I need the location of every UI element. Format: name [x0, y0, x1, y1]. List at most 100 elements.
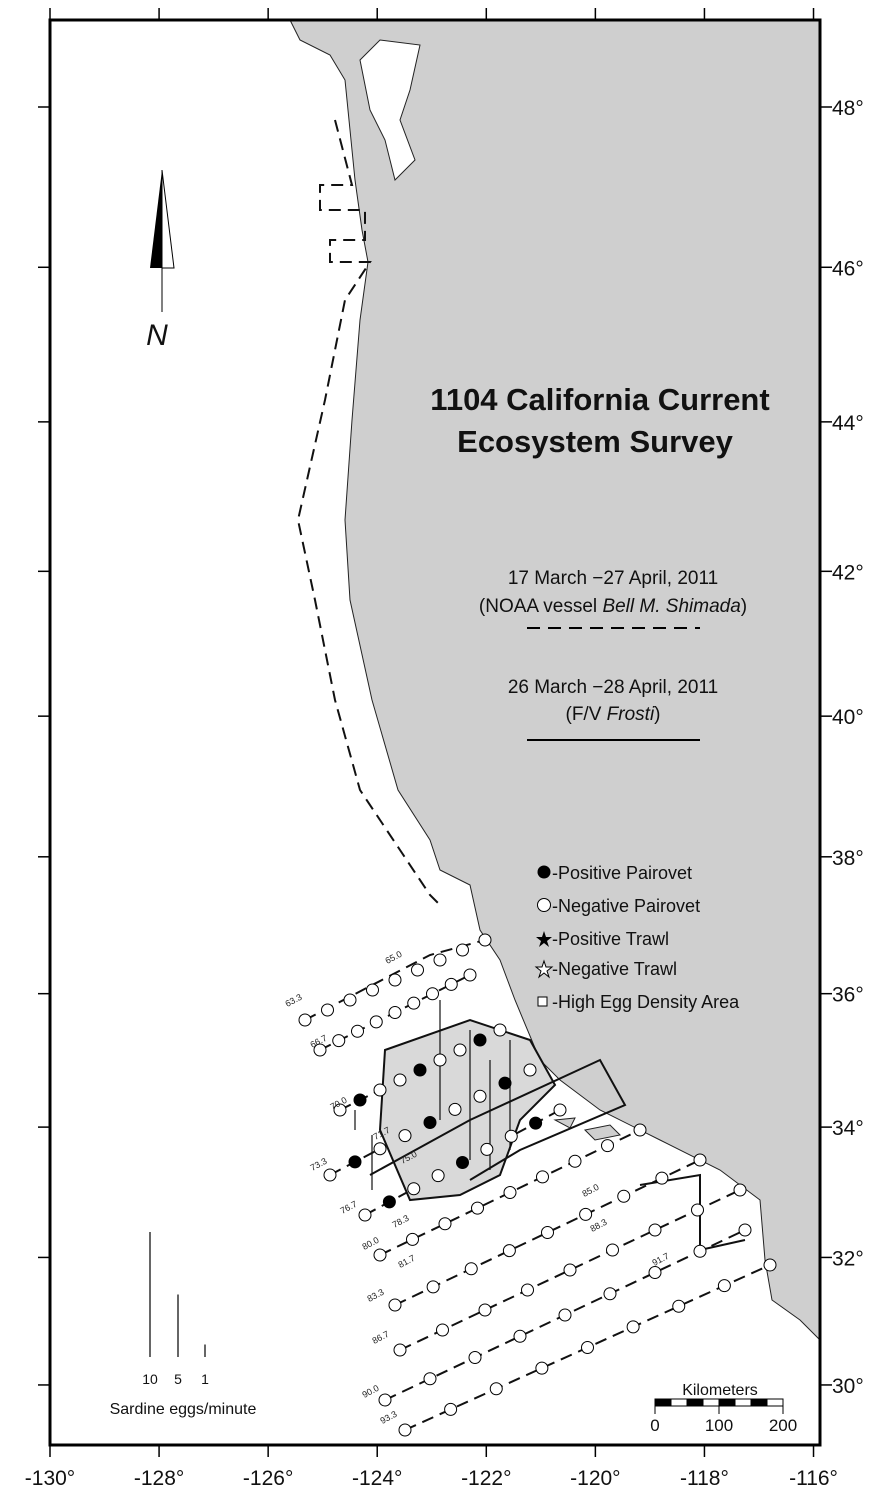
- station: [431, 1169, 445, 1183]
- station: [738, 1223, 752, 1237]
- station: [648, 1223, 662, 1237]
- station: [456, 943, 469, 957]
- station: [464, 1262, 478, 1276]
- lat-tick-label: 40°: [832, 706, 864, 729]
- lon-tick-label: -126°: [243, 1467, 293, 1490]
- scale-bar: Kilometers 0 100 200: [650, 1382, 797, 1435]
- scale-bar-label: 200: [769, 1416, 797, 1435]
- north-arrow-fill: [150, 170, 162, 268]
- station: [579, 1207, 593, 1221]
- station: [343, 993, 357, 1007]
- legend-symbol: [537, 996, 548, 1007]
- lat-tick-label: 44°: [832, 412, 864, 435]
- lat-tick-label: 34°: [832, 1117, 864, 1140]
- station: [407, 1182, 421, 1196]
- station: [433, 1053, 447, 1067]
- station: [504, 1129, 518, 1143]
- station: [348, 1155, 362, 1169]
- station: [388, 1298, 402, 1312]
- station: [369, 1015, 383, 1029]
- station: [478, 1303, 492, 1317]
- station: [601, 1139, 614, 1153]
- station: [444, 1402, 458, 1416]
- legend-symbol: [537, 898, 551, 912]
- station: [411, 963, 424, 977]
- station: [398, 1129, 412, 1143]
- station: [382, 1195, 396, 1209]
- station: [473, 1089, 487, 1103]
- transect: [339, 1029, 501, 1111]
- lat-tick-label: 38°: [832, 847, 864, 870]
- station: [655, 1171, 669, 1185]
- station: [478, 933, 492, 947]
- station: [444, 977, 458, 991]
- station: [333, 1103, 347, 1117]
- station: [321, 1003, 334, 1017]
- station: [489, 1382, 503, 1396]
- station: [536, 1170, 549, 1184]
- station: [498, 1076, 512, 1090]
- station: [471, 1201, 484, 1215]
- station: [558, 1308, 572, 1322]
- station: [298, 1013, 312, 1027]
- scale-bar-title: Kilometers: [682, 1382, 758, 1399]
- egg-scale-value: 5: [174, 1371, 182, 1387]
- vessel-prefix: (NOAA vessel: [479, 596, 603, 617]
- station: [366, 983, 379, 997]
- survey-vessel: (F/V Frosti): [566, 704, 661, 725]
- vessel-suffix: ): [741, 596, 747, 617]
- scale-bar-segment: [702, 1398, 720, 1407]
- station: [351, 1024, 364, 1038]
- station: [448, 1102, 462, 1116]
- vessel-suffix: ): [654, 704, 660, 725]
- station: [541, 1226, 554, 1239]
- station: [456, 1156, 469, 1169]
- legend-label: -Negative Pairovet: [552, 896, 700, 916]
- station: [438, 1217, 452, 1231]
- station: [468, 1351, 482, 1364]
- lon-tick-label: -122°: [461, 1467, 511, 1490]
- title-line: 1104 California Current: [430, 382, 769, 417]
- station: [603, 1287, 617, 1301]
- lon-tick-label: -120°: [570, 1467, 620, 1490]
- station: [502, 1244, 516, 1258]
- station: [473, 1033, 487, 1047]
- station: [407, 996, 421, 1010]
- legend-background: [530, 860, 800, 1020]
- station: [353, 1093, 367, 1107]
- ship-track-coastal: [296, 119, 441, 906]
- station: [648, 1266, 662, 1279]
- station: [463, 968, 477, 982]
- lon-tick-label: -130°: [25, 1467, 75, 1490]
- station: [426, 1280, 440, 1294]
- station: [373, 1083, 387, 1097]
- station: [358, 1208, 372, 1222]
- lat-tick-label: 30°: [832, 1375, 864, 1398]
- transect: [399, 1189, 741, 1351]
- station: [332, 1034, 346, 1048]
- scale-bar-label: 0: [650, 1416, 659, 1435]
- station: [436, 1323, 449, 1337]
- station: [388, 1006, 402, 1019]
- north-arrow-outline: [161, 169, 175, 269]
- lon-tick-label: -128°: [134, 1467, 184, 1490]
- lat-tick-label: 48°: [832, 97, 864, 120]
- station: [568, 1154, 582, 1168]
- station: [691, 1203, 704, 1217]
- station: [523, 1063, 537, 1077]
- station: [513, 1329, 527, 1343]
- station: [535, 1361, 549, 1375]
- station: [521, 1283, 534, 1297]
- station: [717, 1279, 731, 1293]
- survey-dates: 17 March −27 April, 2011: [508, 568, 718, 589]
- station: [433, 953, 447, 967]
- station: [693, 1153, 707, 1167]
- scale-bar-segment: [718, 1398, 736, 1407]
- station: [393, 1343, 407, 1357]
- egg-scale: Sardine eggs/minute 10 5 1: [110, 1232, 256, 1418]
- lat-tick-label: 46°: [832, 257, 864, 280]
- station: [373, 1142, 387, 1156]
- station: [617, 1189, 631, 1203]
- axes: -130° -128° -126° -124° -122° -120° -118° -116°…: [25, 8, 864, 1490]
